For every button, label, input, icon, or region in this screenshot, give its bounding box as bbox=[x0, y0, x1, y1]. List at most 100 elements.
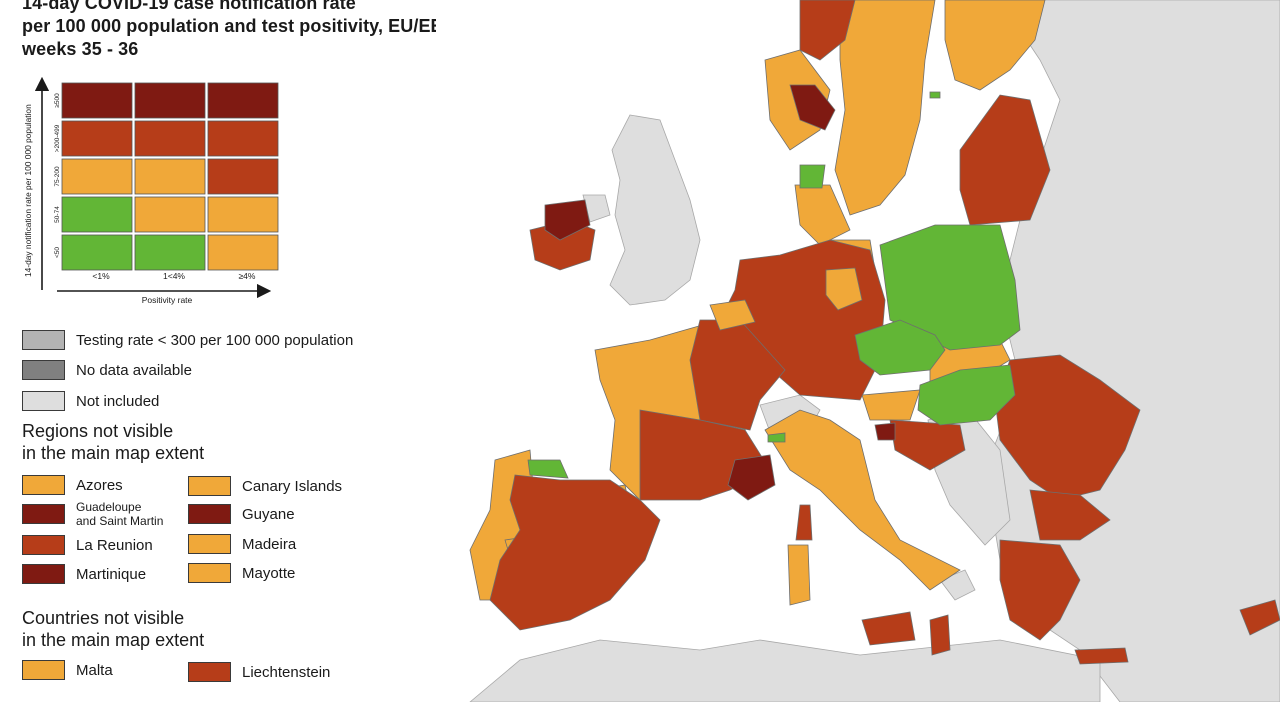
czechia-region bbox=[854, 319, 946, 376]
martinique-label: Martinique bbox=[76, 565, 147, 583]
no-data-label: No data available bbox=[76, 361, 192, 379]
matrix-row-label: <50 bbox=[54, 247, 61, 258]
regions-heading-line-2: in the main map extent bbox=[22, 443, 205, 463]
guyane-label: Guyane bbox=[242, 505, 295, 523]
germany-orange-subregion bbox=[825, 267, 863, 311]
region-la-reunion: La Reunion bbox=[22, 533, 153, 557]
guadeloupe-swatch bbox=[22, 504, 65, 524]
matrix-cell-0-0 bbox=[61, 82, 133, 119]
legend-not-included: Not included bbox=[22, 389, 159, 413]
matrix-row-label: 50-74 bbox=[54, 206, 61, 223]
matrix-col-label: ≥4% bbox=[239, 271, 256, 281]
matrix-col-label: 1<4% bbox=[163, 271, 185, 281]
sardinia-region bbox=[787, 544, 811, 606]
slovenia-region bbox=[874, 422, 896, 441]
sicily-east-region bbox=[929, 614, 951, 656]
legend-testing-rate: Testing rate < 300 per 100 000 populatio… bbox=[22, 328, 353, 352]
matrix-row-label: >200-499 bbox=[54, 124, 61, 152]
benelux-east-region bbox=[689, 319, 786, 431]
matrix-cell-0-1 bbox=[134, 82, 206, 119]
regions-heading: Regions not visible in the main map exte… bbox=[22, 420, 204, 464]
testing-rate-label: Testing rate < 300 per 100 000 populatio… bbox=[76, 331, 354, 349]
country-malta: Malta bbox=[22, 658, 113, 682]
region-mayotte: Mayotte bbox=[188, 561, 295, 585]
legend-no-data: No data available bbox=[22, 358, 192, 382]
map-title-line-2: per 100 000 population and test positivi… bbox=[22, 16, 456, 36]
austria-region bbox=[861, 389, 921, 421]
matrix-cell-1-2 bbox=[207, 120, 279, 157]
malta-swatch bbox=[22, 660, 65, 680]
provence-region bbox=[727, 454, 776, 501]
greece-region bbox=[999, 539, 1081, 641]
azores-label: Azores bbox=[76, 476, 123, 494]
canary-islands-swatch bbox=[188, 476, 231, 496]
matrix-cell-0-2 bbox=[207, 82, 279, 119]
countries-heading-line-2: in the main map extent bbox=[22, 630, 205, 650]
la-reunion-swatch bbox=[22, 535, 65, 555]
guadeloupe-label-line-2: and Saint Martin bbox=[76, 514, 164, 528]
matrix-cell-4-0 bbox=[61, 234, 133, 271]
aland-region bbox=[929, 91, 941, 99]
ireland-northwest-region bbox=[544, 199, 591, 241]
matrix-cell-1-0 bbox=[61, 120, 133, 157]
dark-red-regions bbox=[544, 84, 896, 501]
matrix-cell-3-0 bbox=[61, 196, 133, 233]
aosta-region bbox=[767, 432, 786, 443]
hungary-region bbox=[917, 364, 1016, 426]
mayotte-swatch bbox=[188, 563, 231, 583]
region-guadeloupe: Guadeloupe and Saint Martin bbox=[22, 500, 163, 528]
malta-label: Malta bbox=[76, 661, 113, 679]
sicily-region bbox=[861, 611, 916, 646]
regions-heading-line-1: Regions not visible bbox=[22, 421, 174, 441]
region-canary-islands: Canary Islands bbox=[188, 474, 342, 498]
crete-region bbox=[1074, 647, 1129, 665]
europe-map bbox=[436, 0, 1280, 702]
denmark-north-region bbox=[799, 164, 826, 189]
matrix-y-axis-label: 14-day notification rate per 100 000 pop… bbox=[23, 104, 33, 277]
matrix-row-label: 75-200 bbox=[54, 166, 61, 187]
denmark-region bbox=[794, 184, 851, 246]
matrix-row-labels: ≥500 >200-499 75-200 50-74 <50 bbox=[54, 93, 61, 258]
guadeloupe-label: Guadeloupe and Saint Martin bbox=[76, 500, 163, 528]
italy-region bbox=[764, 409, 961, 591]
sweden-region bbox=[834, 0, 936, 216]
oslo-region bbox=[789, 84, 836, 131]
matrix-cell-4-1 bbox=[134, 234, 206, 271]
liechtenstein-label: Liechtenstein bbox=[242, 663, 331, 681]
map-title-line-3: weeks 35 - 36 bbox=[22, 39, 139, 59]
testing-rate-swatch bbox=[22, 330, 65, 350]
guadeloupe-label-line-1: Guadeloupe bbox=[76, 500, 142, 514]
region-martinique: Martinique bbox=[22, 562, 146, 586]
matrix-x-axis-label: Positivity rate bbox=[142, 295, 193, 305]
madeira-swatch bbox=[188, 534, 231, 554]
belgium-orange-subregion bbox=[709, 299, 756, 331]
la-reunion-label: La Reunion bbox=[76, 536, 153, 554]
liechtenstein-swatch bbox=[188, 662, 231, 682]
matrix-cell-3-2 bbox=[207, 196, 279, 233]
matrix-col-labels: <1% 1<4% ≥4% bbox=[92, 271, 256, 281]
cyprus-region bbox=[1239, 599, 1280, 636]
martinique-swatch bbox=[22, 564, 65, 584]
green-regions bbox=[527, 91, 1021, 479]
madeira-label: Madeira bbox=[242, 535, 297, 553]
spain-basque-region bbox=[527, 459, 569, 479]
mayotte-label: Mayotte bbox=[242, 564, 296, 582]
matrix-cell-4-2 bbox=[207, 234, 279, 271]
matrix-row-label: ≥500 bbox=[54, 93, 61, 108]
countries-heading-line-1: Countries not visible bbox=[22, 608, 185, 628]
matrix-cells bbox=[61, 82, 279, 271]
great-britain-shape bbox=[609, 114, 701, 306]
matrix-col-label: <1% bbox=[92, 271, 110, 281]
region-azores: Azores bbox=[22, 473, 123, 497]
matrix-cell-3-1 bbox=[134, 196, 206, 233]
bulgaria-region bbox=[1029, 489, 1111, 541]
no-data-swatch bbox=[22, 360, 65, 380]
matrix-cell-1-1 bbox=[134, 120, 206, 157]
azores-swatch bbox=[22, 475, 65, 495]
countries-heading: Countries not visible in the main map ex… bbox=[22, 607, 204, 651]
indicator-matrix: 14-day notification rate per 100 000 pop… bbox=[23, 76, 279, 305]
norway-north-region bbox=[799, 0, 856, 61]
orange-subregions bbox=[709, 267, 863, 331]
region-madeira: Madeira bbox=[188, 532, 296, 556]
matrix-cell-2-1 bbox=[134, 158, 206, 195]
